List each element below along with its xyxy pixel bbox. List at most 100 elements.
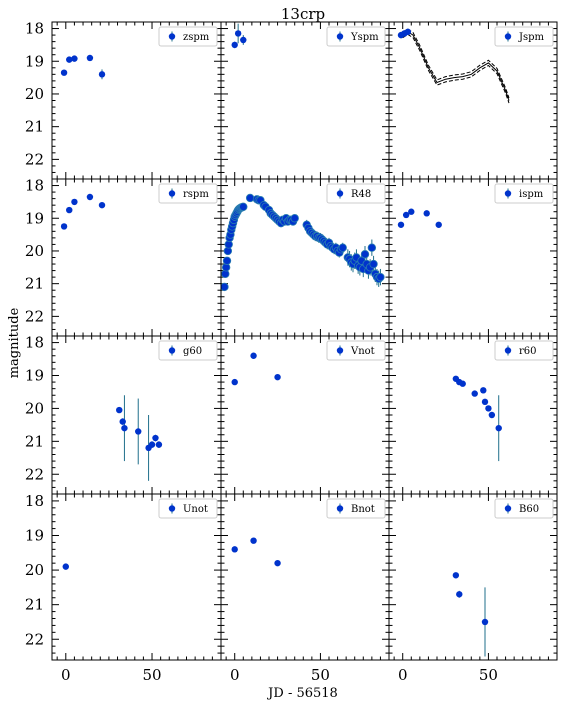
series-r60 (452, 375, 502, 462)
legend-label: Vnot (350, 346, 375, 357)
legend-marker (504, 505, 512, 512)
axis-ticks (389, 494, 557, 660)
panel-rspm: 18 19 20 21 22 rspm (25, 177, 222, 337)
panel-Vnot: Vnot (220, 335, 390, 495)
data-point (459, 380, 466, 387)
series-Vnot (231, 352, 281, 386)
legend: B60 (494, 498, 554, 519)
legend-box (494, 26, 554, 47)
y-tick-label: 22 (25, 307, 44, 325)
legend-marker (336, 505, 344, 512)
data-point (250, 352, 257, 359)
x-tick-label: 0 (398, 666, 408, 684)
data-point (222, 256, 232, 265)
data-point (62, 563, 69, 570)
axis-ticks (221, 336, 389, 494)
axis-ticks (52, 179, 221, 336)
data-point (274, 373, 281, 381)
data-point (367, 243, 377, 252)
data-point (360, 250, 370, 259)
data-point (480, 387, 487, 394)
data-point (116, 406, 123, 414)
legend-label: rspm (183, 189, 209, 200)
data-point (98, 201, 106, 209)
legend-marker (168, 347, 176, 354)
y-tick-label: 19 (25, 527, 44, 545)
y-tick-label: 18 (25, 20, 44, 38)
y-tick-label: 20 (25, 561, 44, 579)
data-point (495, 424, 502, 432)
data-point (290, 214, 299, 223)
axis-ticks (389, 22, 557, 179)
legend-marker (336, 190, 344, 197)
legend-box (494, 340, 554, 361)
chart-title: 13crp (281, 5, 325, 23)
legend-box (326, 183, 386, 204)
data-point (274, 559, 281, 567)
legend-label: r60 (519, 346, 537, 357)
legend-marker (168, 190, 176, 197)
data-point (221, 282, 229, 292)
data-point (485, 405, 492, 412)
data-point (338, 243, 347, 252)
panel-Yspm: Yspm (220, 21, 390, 180)
axis-ticks (52, 22, 221, 179)
data-point (71, 198, 78, 206)
data-point (456, 591, 463, 598)
data-point (60, 223, 68, 230)
legend-label: zspm (183, 32, 210, 43)
series-ispm (397, 208, 442, 228)
legend-marker (168, 33, 176, 40)
y-tick-label: 18 (25, 492, 44, 510)
data-point (250, 537, 257, 544)
legend-box (326, 340, 386, 361)
data-point (245, 193, 255, 203)
panel-Bnot: 0 50 Bnot (220, 493, 390, 684)
series-Bnot (231, 537, 281, 567)
data-point (481, 398, 489, 406)
data-point (402, 211, 410, 219)
y-tick-label: 21 (25, 118, 44, 136)
data-point (60, 69, 68, 76)
legend: g60 (158, 340, 218, 361)
panel-g60: 18 19 20 21 22 g60 (25, 334, 222, 495)
model-curve (402, 33, 510, 104)
series-B60 (452, 572, 489, 657)
legend-label: Unot (183, 504, 208, 515)
data-point (66, 206, 73, 214)
data-point (135, 428, 142, 435)
legend: Unot (158, 498, 218, 519)
panel-frame (220, 493, 390, 661)
series-Yspm (231, 23, 247, 49)
legend-label: Yspm (350, 32, 379, 43)
data-point (471, 390, 478, 397)
y-tick-label: 21 (25, 432, 44, 450)
legend-label: g60 (183, 346, 202, 357)
data-point (121, 424, 128, 432)
y-tick-label: 21 (25, 275, 44, 293)
legend-marker (504, 347, 512, 354)
x-tick-label: 0 (61, 666, 71, 684)
data-point (234, 30, 242, 37)
axis-ticks (389, 179, 557, 336)
legend: Jspm (494, 26, 554, 47)
panel-Jspm: Jspm (388, 21, 558, 180)
panel-R48: R48 (220, 178, 390, 337)
data-point (240, 36, 247, 44)
series-zspm (60, 54, 106, 80)
data-point (98, 71, 106, 78)
y-tick-label: 19 (25, 52, 44, 70)
axis-ticks (221, 494, 389, 660)
data-point (152, 434, 159, 442)
data-point (397, 221, 405, 228)
panel-B60: 0 50 B60 (388, 493, 558, 684)
data-point (86, 54, 94, 62)
data-point (66, 56, 73, 63)
y-tick-label: 19 (25, 367, 44, 385)
legend-label: ispm (519, 189, 544, 200)
y-tick-label: 21 (25, 596, 44, 614)
legend: rspm (158, 183, 218, 204)
legend-marker (168, 505, 176, 512)
y-tick-label: 20 (25, 242, 44, 260)
